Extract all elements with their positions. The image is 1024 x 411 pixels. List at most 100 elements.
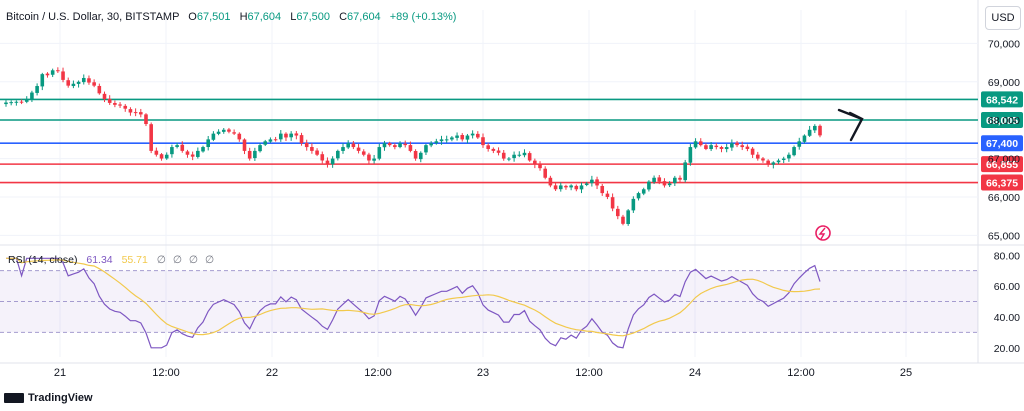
x-tick-label: 21 <box>54 367 66 379</box>
candle-body <box>652 177 656 183</box>
x-tick-label: 12:00 <box>575 367 603 379</box>
candle-body <box>766 160 770 165</box>
rsi-panel <box>0 257 978 349</box>
tradingview-logo-icon <box>4 393 24 404</box>
candle-body <box>776 160 781 163</box>
candle-body <box>211 133 216 140</box>
rsi-y-tick-label: 40.00 <box>994 312 1020 324</box>
candle-body <box>351 143 356 148</box>
candle-body <box>797 141 802 147</box>
candle-body <box>408 145 413 151</box>
candle-body <box>688 147 693 163</box>
level-label: 68,005 <box>986 115 1018 127</box>
candle-body <box>704 145 708 149</box>
axes: 21 12:00 22 12:00 23 12:00 24 12:00 25 70,000 69,0… <box>54 38 1020 379</box>
candle-body <box>284 133 288 138</box>
rsi-y-tick-label: 20.00 <box>994 343 1020 355</box>
candle-body <box>750 148 755 155</box>
candle-body <box>133 112 138 114</box>
candle-body <box>418 152 423 160</box>
candle-body <box>491 148 496 151</box>
level-label: 68,542 <box>986 94 1018 106</box>
candle-body <box>377 147 382 159</box>
candle-body <box>667 183 672 186</box>
candle-body <box>180 144 185 151</box>
candle-body <box>356 147 361 151</box>
candle-body <box>450 137 454 140</box>
candle-body <box>465 135 470 140</box>
candle-body <box>361 151 366 155</box>
candle-body <box>346 143 350 148</box>
candle-body <box>372 158 376 161</box>
candle-body <box>600 185 605 194</box>
candle-body <box>76 81 81 84</box>
candle-body <box>605 193 610 197</box>
candle-body <box>325 160 330 165</box>
candle-body <box>460 135 465 140</box>
candle-body <box>574 185 579 190</box>
candle-body <box>693 141 698 148</box>
candle-body <box>683 162 687 181</box>
candle-body <box>501 152 506 159</box>
candle-body <box>724 147 729 150</box>
candle-body <box>66 80 71 86</box>
candle-body <box>476 133 480 138</box>
candle-body <box>641 189 646 194</box>
brand-label: TradingView <box>28 392 93 404</box>
x-tick-label: 12:00 <box>787 367 815 379</box>
candle-body <box>424 145 428 153</box>
candle-body <box>553 185 558 190</box>
candle-body <box>237 133 242 140</box>
candle-body <box>170 147 174 155</box>
candle-body <box>533 160 537 165</box>
rsi-y-tick-label: 60.00 <box>994 281 1020 293</box>
candle-body <box>341 147 345 151</box>
candle-body <box>30 92 34 100</box>
candle-body <box>590 179 594 184</box>
grid <box>0 0 1024 364</box>
candle-body <box>92 82 96 86</box>
x-tick-label: 22 <box>266 367 278 379</box>
candle-body <box>81 77 86 83</box>
tradingview-brand[interactable]: TradingView <box>4 392 93 404</box>
candle-body <box>755 154 760 159</box>
candle-body <box>102 93 107 100</box>
candle-body <box>304 142 309 148</box>
candle-body <box>164 154 169 159</box>
open-value: 67,501 <box>196 11 231 23</box>
candle-body <box>631 198 636 211</box>
candle-body <box>398 143 402 148</box>
candle-body <box>107 98 112 103</box>
close-value: 67,604 <box>347 11 381 23</box>
candle-body <box>227 129 231 132</box>
candle-body <box>320 154 325 161</box>
candle-body <box>113 102 117 105</box>
rsi-y-tick-label: 80.00 <box>994 250 1020 262</box>
candle-body <box>19 101 24 103</box>
rsi-header: RSI (14, close) 61.34 55.71 ∅ ∅ ∅ ∅ <box>8 254 216 266</box>
rsi-band-fill <box>0 270 978 333</box>
candle-body <box>735 142 739 146</box>
currency-button[interactable]: USD <box>985 6 1021 30</box>
candle-body <box>538 163 542 169</box>
level-tag <box>981 91 1023 108</box>
candle-body <box>232 132 236 134</box>
candle-body <box>569 185 573 188</box>
candle-body <box>787 154 791 159</box>
candle-body <box>9 102 13 104</box>
candle-body <box>14 101 19 103</box>
candle-body <box>268 139 273 142</box>
candle-body <box>636 193 641 199</box>
candle-body <box>439 139 444 142</box>
candle-body <box>527 153 532 161</box>
candle-body <box>159 154 164 159</box>
candle-body <box>97 85 102 94</box>
candle-body <box>24 99 29 102</box>
candle-body <box>35 86 39 93</box>
candle-body <box>144 114 148 125</box>
candle-body <box>216 131 221 134</box>
candle-body <box>745 146 750 149</box>
symbol-title: Bitcoin / U.S. Dollar, 30, BITSTAMP <box>6 11 180 23</box>
candle-body <box>294 133 299 136</box>
